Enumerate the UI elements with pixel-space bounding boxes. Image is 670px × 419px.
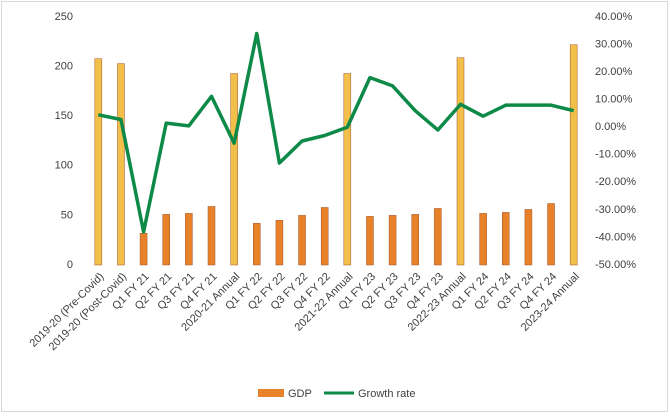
bar (411, 214, 419, 266)
bar (502, 212, 510, 266)
bar (139, 233, 148, 266)
bar (117, 63, 125, 266)
y2-tick-label: 40.00% (595, 11, 633, 23)
bar (434, 208, 442, 266)
bar (94, 58, 103, 266)
y-tick-label: 250 (55, 11, 73, 23)
y2-tick-label: 10.00% (595, 94, 633, 106)
y2-tick-label: -20.00% (595, 176, 636, 188)
bar (479, 213, 487, 266)
y-tick-label: 50 (61, 209, 73, 221)
y2-tick-label: 0.00% (595, 121, 626, 133)
y2-tick-label: -40.00% (595, 231, 636, 243)
y2-tick-label: -50.00% (595, 259, 636, 271)
y-tick-label: 100 (55, 160, 73, 172)
bar (366, 216, 374, 266)
y2-tick-label: -10.00% (595, 149, 636, 161)
y2-tick-label: 30.00% (595, 38, 633, 50)
y-tick-label: 0 (67, 259, 73, 271)
y2-tick-label: 20.00% (595, 66, 633, 78)
bar (253, 223, 261, 266)
bar (275, 220, 284, 266)
bar (230, 73, 238, 266)
bar (185, 213, 193, 266)
legend-swatch (258, 389, 284, 397)
y-tick-label: 200 (55, 61, 73, 73)
bar (162, 214, 170, 266)
bar (298, 215, 306, 266)
legend-label: GDP (288, 388, 312, 400)
bar (569, 44, 578, 266)
line (97, 31, 575, 234)
bar (456, 57, 465, 266)
bar (207, 206, 216, 266)
legend-label: Growth rate (358, 388, 415, 400)
y-tick-label: 150 (55, 110, 73, 122)
bar (388, 215, 397, 266)
bar (524, 209, 533, 266)
bar (320, 207, 329, 266)
y2-tick-label: -30.00% (595, 204, 636, 216)
bar (547, 203, 555, 266)
bar (343, 73, 352, 266)
chart-border (1, 1, 668, 412)
